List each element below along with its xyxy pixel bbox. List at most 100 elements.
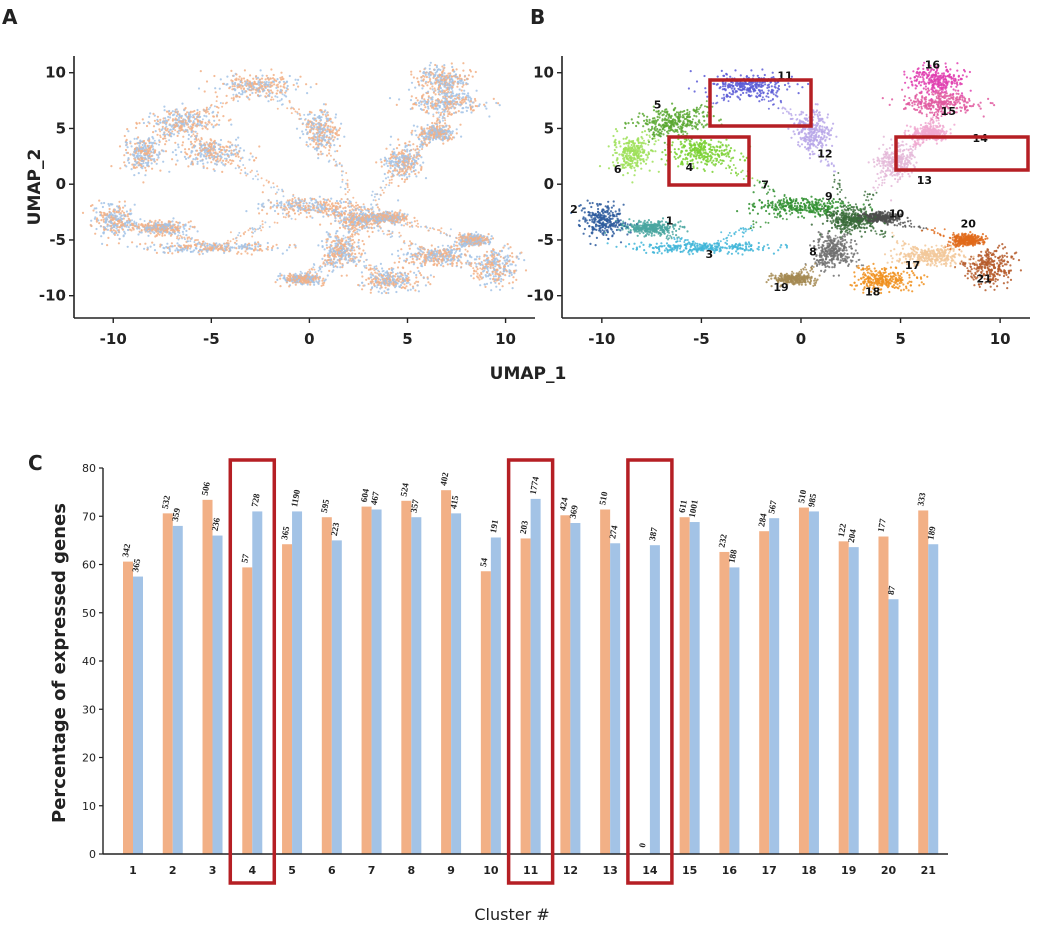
umap-a-point xyxy=(117,229,120,232)
umap-a-point xyxy=(401,213,404,216)
umap-a-point xyxy=(335,248,338,252)
umap-a-point xyxy=(441,73,444,76)
umap-a-point xyxy=(288,285,291,288)
umap-a-point xyxy=(417,157,420,160)
umap-a-point xyxy=(458,92,461,96)
umap-a-point xyxy=(176,159,179,162)
umap-a-point xyxy=(395,278,398,281)
umap-a-point xyxy=(270,68,273,71)
umap-a-point xyxy=(451,264,454,267)
umap-a-point xyxy=(427,107,430,110)
umap-a-point xyxy=(144,156,147,159)
umap-a-point xyxy=(98,199,101,202)
umap-a-point xyxy=(407,272,410,275)
umap-a-point xyxy=(223,251,226,254)
umap-a-point xyxy=(375,277,378,280)
umap-a-point xyxy=(276,78,279,81)
umap-a-point xyxy=(329,138,332,141)
umap-a-point xyxy=(212,146,215,149)
umap-a-point xyxy=(129,140,132,143)
umap-a-point xyxy=(404,169,408,173)
umap-a-point xyxy=(377,280,381,284)
umap-a-point xyxy=(437,262,441,265)
umap-a-point xyxy=(433,75,436,78)
umap-a-point xyxy=(469,108,472,111)
umap-a-point xyxy=(418,257,421,261)
umap-a-point xyxy=(216,111,220,114)
umap-a-point xyxy=(261,191,264,194)
umap-a-point xyxy=(314,201,317,204)
umap-a-point xyxy=(307,145,310,148)
umap-a-point xyxy=(391,210,394,213)
umap-a-point xyxy=(116,233,119,237)
umap-a-point xyxy=(453,107,456,110)
umap-a-point xyxy=(188,120,191,123)
umap-a-point xyxy=(298,275,301,278)
umap-a-point xyxy=(137,141,140,145)
umap-a-point xyxy=(189,225,192,228)
umap-a-point xyxy=(420,264,423,267)
umap-a-point xyxy=(403,174,406,177)
umap-a-point xyxy=(130,229,133,232)
umap-a-point xyxy=(238,247,241,250)
umap-a-point xyxy=(419,164,422,167)
umap-a-point xyxy=(371,278,374,281)
umap-a-point xyxy=(170,242,173,245)
umap-a-point xyxy=(187,165,190,168)
umap-a-point xyxy=(123,200,126,203)
umap-a-point xyxy=(377,229,380,232)
umap-a-point xyxy=(112,210,116,213)
umap-a-point xyxy=(413,253,416,256)
umap-a-point xyxy=(464,98,468,101)
umap-a-point xyxy=(416,99,419,102)
umap-a-point xyxy=(414,101,417,104)
umap-a-point xyxy=(275,199,279,202)
umap-a-point xyxy=(400,224,403,227)
umap-a-point xyxy=(199,70,202,73)
umap-a-point xyxy=(392,267,395,270)
umap-a-point xyxy=(287,274,290,277)
umap-a-point xyxy=(316,276,320,279)
umap-a-point xyxy=(306,92,309,95)
umap-a-point xyxy=(428,256,431,259)
umap-a-point xyxy=(320,208,323,211)
umap-a-point xyxy=(276,247,279,250)
umap-a-point xyxy=(399,161,402,164)
umap-a-point xyxy=(143,141,146,145)
umap-a-point xyxy=(432,126,435,129)
umap-a-point xyxy=(305,211,308,214)
umap-a-point xyxy=(212,126,215,129)
umap-a-point xyxy=(435,111,438,114)
umap-a-point xyxy=(409,162,413,165)
umap-a-point xyxy=(316,147,319,150)
umap-a-point xyxy=(117,242,120,245)
umap-a-point xyxy=(404,142,407,145)
umap-a-point xyxy=(328,246,331,249)
umap-a-point xyxy=(272,245,275,248)
umap-a-point xyxy=(137,161,140,164)
umap-a-point xyxy=(249,74,252,77)
umap-a-point xyxy=(413,159,417,162)
umap-a-point xyxy=(235,151,239,154)
umap-a-point xyxy=(111,230,114,233)
umap-a-point xyxy=(230,246,234,249)
umap-a-point xyxy=(196,160,199,163)
umap-a-point xyxy=(418,133,421,136)
umap-a-point xyxy=(459,79,462,82)
umap-a-point xyxy=(102,216,105,219)
umap-a-point xyxy=(317,157,320,160)
umap-a-point xyxy=(151,241,154,244)
umap-a-point xyxy=(401,266,404,269)
umap-a-point xyxy=(408,262,411,265)
umap-a-point xyxy=(162,160,165,163)
umap-a-point xyxy=(137,149,140,152)
umap-a-point xyxy=(95,227,98,231)
umap-a-point xyxy=(168,248,171,251)
umap-a-point xyxy=(196,119,199,122)
umap-a-point xyxy=(254,91,257,94)
umap-a-point xyxy=(401,163,404,166)
umap-a-point xyxy=(431,96,434,99)
umap-a-point xyxy=(230,123,233,126)
umap-a-point xyxy=(425,75,428,79)
umap-a-point xyxy=(276,202,279,205)
